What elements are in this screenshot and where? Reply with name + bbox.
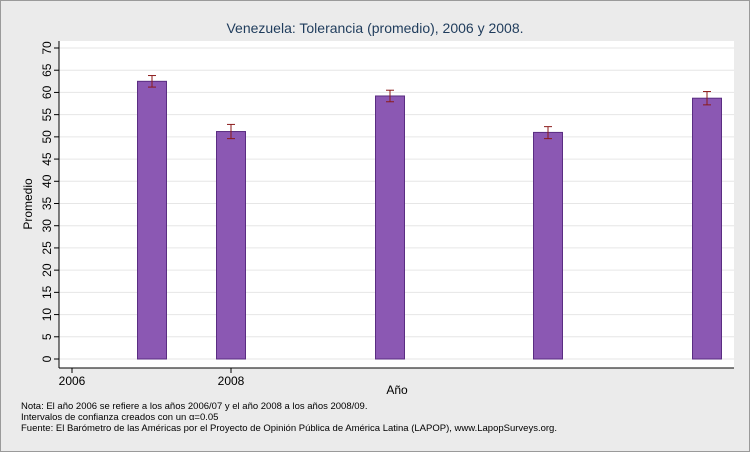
y-tick-label: 5 <box>40 333 54 340</box>
y-tick-label: 20 <box>40 263 54 277</box>
y-tick-label: 15 <box>40 285 54 299</box>
bar <box>137 80 167 360</box>
y-axis: 0 5 10 15 20 25 30 35 40 45 50 55 60 65 70 <box>40 41 60 368</box>
y-tick-label: 70 <box>40 41 54 55</box>
confidence-note: Intervalos de confianza creados con un α… <box>21 412 219 423</box>
y-tick-label: 30 <box>40 219 54 233</box>
y-axis-label: Promedio <box>21 178 35 230</box>
y-tick-label: 0 <box>40 355 54 362</box>
source-line: Fuente: El Barómetro de las Américas por… <box>21 423 557 434</box>
bar <box>533 131 563 360</box>
y-tick-label: 60 <box>40 85 54 99</box>
error-bar <box>703 91 711 106</box>
error-bar <box>386 89 394 103</box>
x-tick-label: 2006 <box>59 374 86 388</box>
bar <box>375 95 405 360</box>
chart-notes: Nota: El año 2006 se refiere a los años … <box>21 401 741 434</box>
error-bar <box>227 123 235 140</box>
bar <box>216 131 246 360</box>
chart-canvas: Venezuela: Tolerancia (promedio), 2006 y… <box>21 20 734 397</box>
chart-title: Venezuela: Tolerancia (promedio), 2006 y… <box>226 20 523 36</box>
y-tick-label: 25 <box>40 241 54 255</box>
error-bars <box>148 75 711 140</box>
error-bar <box>148 75 156 88</box>
x-tick-label: 2008 <box>218 374 245 388</box>
note-line: Nota: El año 2006 se refiere a los años … <box>21 401 368 412</box>
x-axis-label: Año <box>386 383 408 397</box>
y-tick-label: 55 <box>40 108 54 122</box>
y-tick-label: 65 <box>40 63 54 77</box>
y-tick-label: 45 <box>40 152 54 166</box>
error-bar <box>544 126 552 140</box>
y-tick-label: 10 <box>40 308 54 322</box>
y-tick-label: 35 <box>40 197 54 211</box>
bar <box>692 97 722 360</box>
x-axis: 2006 2008 <box>59 367 734 388</box>
y-tick-label: 50 <box>40 130 54 144</box>
y-tick-label: 40 <box>40 174 54 188</box>
